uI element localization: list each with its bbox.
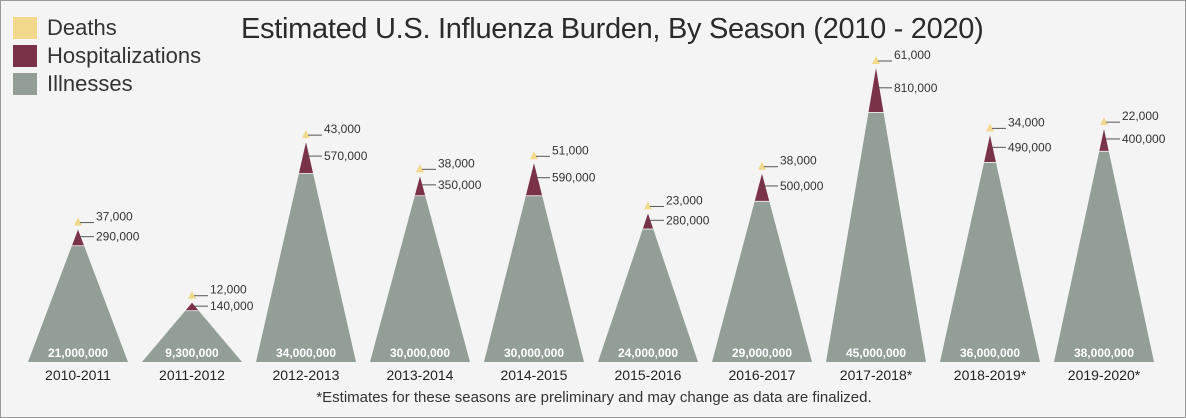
deaths-marker bbox=[416, 164, 424, 173]
hospitalizations-value-label: 590,000 bbox=[552, 171, 596, 185]
deaths-marker bbox=[758, 161, 766, 170]
illnesses-area bbox=[826, 112, 926, 362]
deaths-value-label: 51,000 bbox=[552, 143, 589, 157]
deaths-value-label: 38,000 bbox=[780, 154, 817, 168]
hospitalizations-area bbox=[1099, 129, 1109, 151]
hospitalizations-value-label: 140,000 bbox=[210, 299, 254, 313]
hospitalizations-value-label: 490,000 bbox=[1008, 140, 1052, 154]
hospitalizations-area bbox=[298, 142, 314, 174]
hospitalizations-value-label: 570,000 bbox=[324, 149, 368, 163]
hospitalizations-area bbox=[414, 176, 426, 196]
illnesses-area bbox=[28, 245, 128, 362]
hospitalizations-area bbox=[868, 68, 884, 112]
illnesses-value-label: 34,000,000 bbox=[276, 346, 336, 360]
deaths-value-label: 22,000 bbox=[1122, 109, 1159, 123]
illnesses-area bbox=[598, 228, 698, 362]
illnesses-value-label: 45,000,000 bbox=[846, 346, 906, 360]
chart-title: Estimated U.S. Influenza Burden, By Seas… bbox=[241, 13, 984, 45]
deaths-value-label: 34,000 bbox=[1008, 115, 1045, 129]
category-label: 2017-2018* bbox=[840, 367, 913, 383]
hospitalizations-area bbox=[642, 213, 654, 229]
deaths-value-label: 23,000 bbox=[666, 193, 703, 207]
category-label: 2013-2014 bbox=[387, 367, 454, 383]
hospitalizations-area bbox=[754, 173, 770, 201]
illnesses-value-label: 21,000,000 bbox=[48, 346, 108, 360]
deaths-marker bbox=[872, 56, 880, 64]
hospitalizations-area bbox=[525, 163, 543, 196]
category-label: 2018-2019* bbox=[954, 367, 1027, 383]
illnesses-area bbox=[712, 200, 812, 362]
illnesses-value-label: 24,000,000 bbox=[618, 346, 678, 360]
hospitalizations-area bbox=[72, 229, 84, 246]
category-label: 2016-2017 bbox=[729, 367, 796, 383]
hospitalizations-area bbox=[185, 302, 199, 311]
hospitalizations-value-label: 500,000 bbox=[780, 179, 824, 193]
deaths-marker bbox=[302, 130, 310, 139]
legend-label-deaths: Deaths bbox=[47, 15, 117, 40]
category-label: 2011-2012 bbox=[159, 367, 225, 383]
category-label: 2014-2015 bbox=[501, 367, 568, 383]
legend-label-illnesses: Illnesses bbox=[47, 71, 133, 96]
illnesses-area bbox=[484, 195, 584, 362]
hospitalizations-value-label: 810,000 bbox=[894, 81, 938, 95]
deaths-marker bbox=[74, 217, 82, 226]
category-label: 2019-2020* bbox=[1068, 367, 1141, 383]
illnesses-area bbox=[940, 162, 1040, 362]
illnesses-value-label: 38,000,000 bbox=[1074, 346, 1134, 360]
hospitalizations-value-label: 290,000 bbox=[96, 230, 140, 244]
illnesses-area bbox=[256, 173, 356, 362]
legend-swatch-hospitalizations bbox=[13, 45, 37, 67]
deaths-value-label: 38,000 bbox=[438, 156, 475, 170]
footnote: *Estimates for these seasons are prelimi… bbox=[316, 389, 872, 406]
illnesses-value-label: 29,000,000 bbox=[732, 346, 792, 360]
deaths-value-label: 12,000 bbox=[210, 283, 247, 297]
legend-swatch-deaths bbox=[13, 17, 37, 39]
illnesses-value-label: 30,000,000 bbox=[390, 346, 450, 360]
illnesses-value-label: 36,000,000 bbox=[960, 346, 1020, 360]
hospitalizations-value-label: 400,000 bbox=[1122, 132, 1166, 146]
illnesses-area bbox=[370, 195, 470, 362]
deaths-value-label: 61,000 bbox=[894, 48, 931, 62]
hospitalizations-value-label: 280,000 bbox=[666, 213, 710, 227]
category-label: 2015-2016 bbox=[615, 367, 682, 383]
illnesses-area bbox=[142, 310, 242, 362]
hospitalizations-area bbox=[984, 135, 996, 162]
deaths-marker bbox=[644, 201, 652, 210]
deaths-value-label: 37,000 bbox=[96, 210, 133, 224]
legend-label-hospitalizations: Hospitalizations bbox=[47, 43, 202, 68]
deaths-value-label: 43,000 bbox=[324, 122, 361, 136]
legend-swatch-illnesses bbox=[13, 73, 37, 95]
illnesses-value-label: 30,000,000 bbox=[504, 346, 564, 360]
category-label: 2010-2011 bbox=[45, 367, 111, 383]
illnesses-value-label: 9,300,000 bbox=[165, 346, 219, 360]
deaths-marker bbox=[986, 123, 994, 132]
deaths-marker bbox=[1100, 117, 1108, 126]
deaths-marker bbox=[530, 151, 538, 160]
illnesses-area bbox=[1054, 150, 1154, 362]
deaths-marker bbox=[188, 290, 196, 299]
category-label: 2012-2013 bbox=[273, 367, 340, 383]
hospitalizations-value-label: 350,000 bbox=[438, 178, 482, 192]
